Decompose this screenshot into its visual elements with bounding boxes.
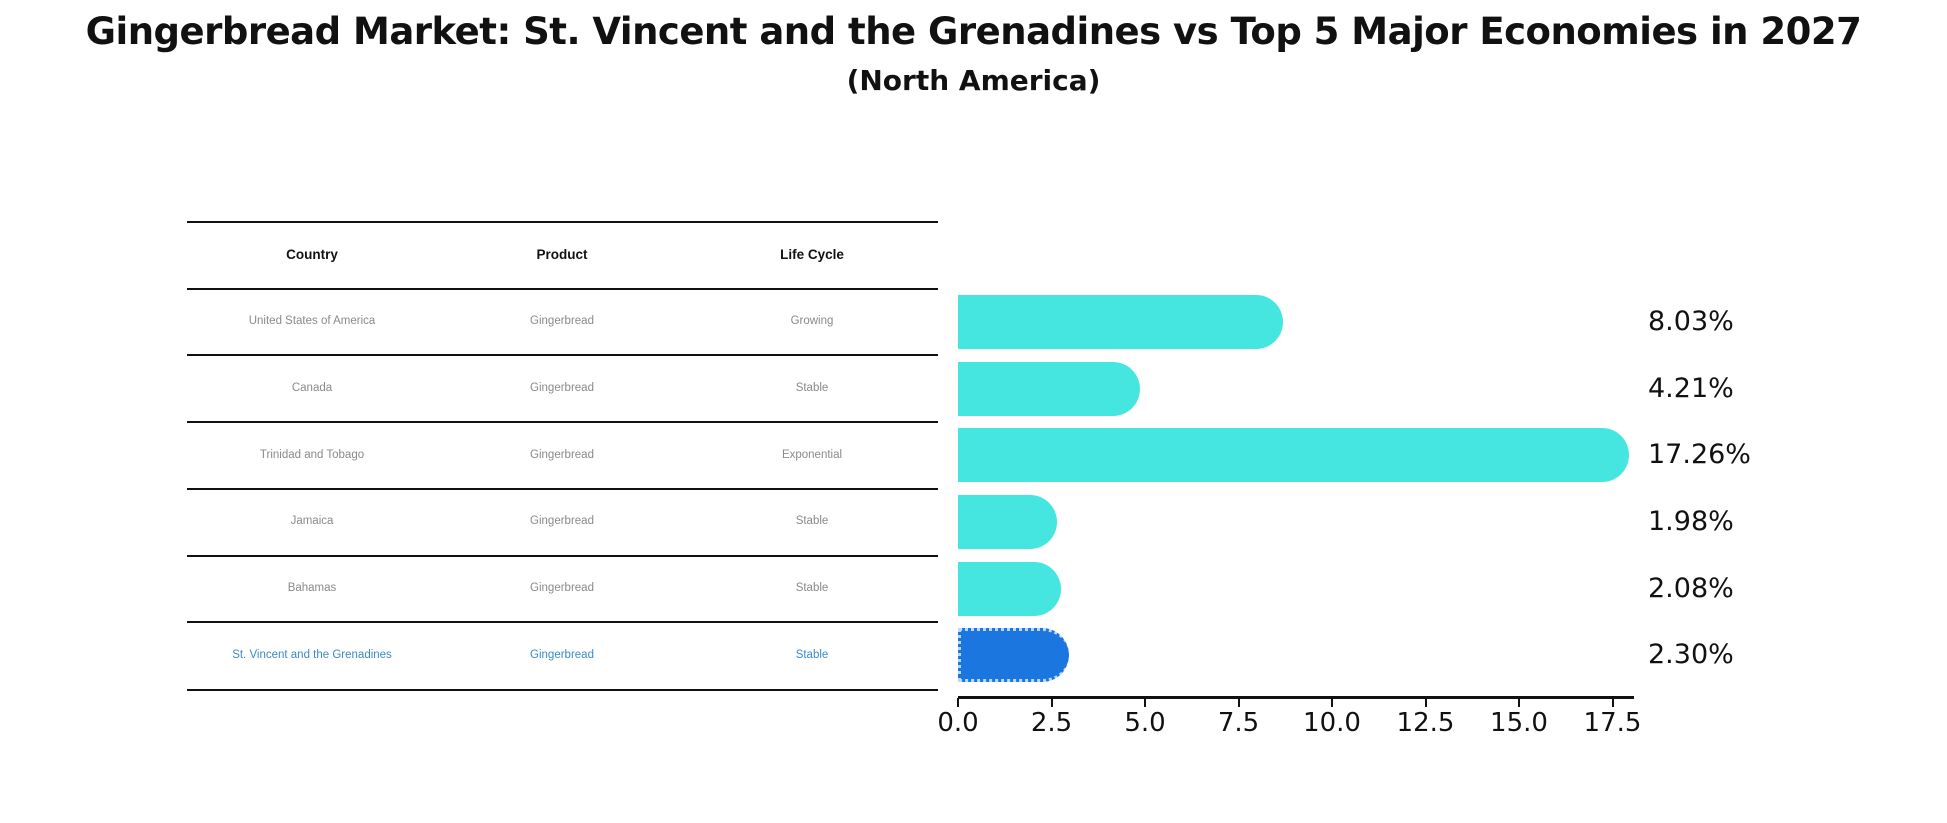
- table-rule: [187, 621, 938, 623]
- x-tick-mark: [1611, 698, 1614, 707]
- table-cell-life-cycle-highlighted: Stable: [795, 649, 829, 661]
- x-tick-mark: [1050, 698, 1053, 707]
- x-tick-label: 7.5: [1217, 708, 1260, 738]
- table-cell-product: Gingerbread: [530, 582, 594, 594]
- x-tick-mark: [1518, 698, 1520, 707]
- x-tick-label: 15.0: [1490, 708, 1548, 738]
- x-tick-mark: [1331, 698, 1333, 707]
- table-rule: [187, 421, 938, 423]
- x-tick-mark: [1237, 698, 1240, 707]
- bar-value-label: 17.26%: [1648, 439, 1751, 470]
- table-rule: [187, 354, 938, 356]
- chart-title: Gingerbread Market: St. Vincent and the …: [85, 10, 1862, 53]
- table-cell-country: Bahamas: [287, 582, 337, 594]
- table-cell-life-cycle: Stable: [795, 582, 829, 594]
- table-cell-country: Canada: [291, 382, 333, 394]
- chart-subtitle: (North America): [846, 64, 1101, 97]
- bar-jamaica: [958, 495, 1058, 549]
- table-cell-product-highlighted: Gingerbread: [530, 649, 594, 661]
- x-tick-label: 10.0: [1303, 708, 1361, 738]
- bar-canada: [958, 362, 1141, 416]
- x-tick-mark: [957, 698, 959, 707]
- table-cell-product: Gingerbread: [530, 449, 594, 461]
- table-cell-country: Jamaica: [290, 515, 334, 527]
- x-tick-mark: [1424, 698, 1427, 707]
- bar-st-vincent-highlighted: [958, 628, 1070, 682]
- table-cell-life-cycle: Stable: [795, 382, 829, 394]
- table-header-country: Country: [286, 247, 338, 262]
- table-header-life-cycle: Life Cycle: [780, 247, 844, 262]
- table-cell-life-cycle: Exponential: [781, 449, 843, 461]
- table-rule: [187, 555, 938, 557]
- table-header-product: Product: [536, 247, 588, 262]
- table-cell-product: Gingerbread: [530, 382, 594, 394]
- bar-trinidad-and-tobago: [958, 428, 1629, 482]
- x-tick-label: 0.0: [937, 708, 979, 738]
- bar-value-label: 4.21%: [1648, 373, 1734, 404]
- x-tick-label: 12.5: [1396, 708, 1455, 738]
- x-axis-line: [958, 696, 1634, 699]
- x-tick-label: 17.5: [1583, 708, 1642, 738]
- x-tick-label: 5.0: [1124, 708, 1166, 738]
- table-cell-life-cycle: Stable: [795, 515, 829, 527]
- table-cell-country: Trinidad and Tobago: [259, 449, 365, 461]
- table-rule: [187, 288, 938, 290]
- table-cell-country-highlighted: St. Vincent and the Grenadines: [232, 649, 392, 661]
- table-cell-product: Gingerbread: [530, 315, 594, 327]
- bar-value-label: 2.30%: [1648, 639, 1734, 670]
- table-rule: [187, 221, 938, 223]
- table-rule: [187, 488, 938, 490]
- table-cell-product: Gingerbread: [530, 515, 594, 527]
- bar-value-label: 1.98%: [1648, 506, 1734, 537]
- bar-bahamas: [958, 562, 1061, 616]
- table-cell-life-cycle: Growing: [790, 315, 834, 327]
- table-rule: [187, 689, 938, 691]
- table-cell-country: United States of America: [248, 315, 376, 327]
- x-tick-mark: [1144, 698, 1146, 707]
- bar-united-states: [958, 295, 1284, 349]
- bar-value-label: 2.08%: [1648, 573, 1734, 604]
- bar-value-label: 8.03%: [1648, 306, 1734, 337]
- x-tick-label: 2.5: [1030, 708, 1073, 738]
